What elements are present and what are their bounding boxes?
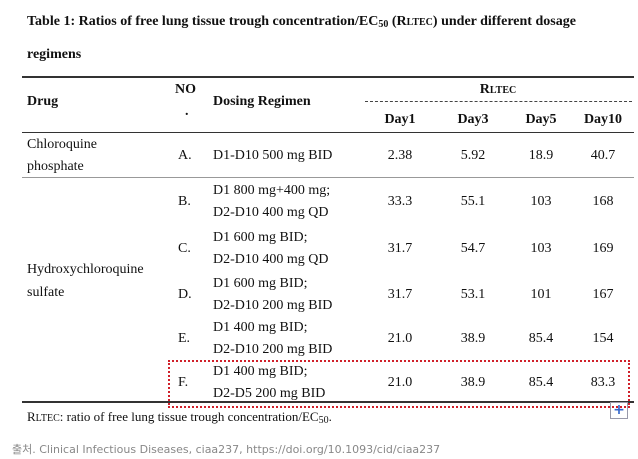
regimen-cell: D2-D10 400 mg QD xyxy=(213,252,329,267)
no-cell: A. xyxy=(178,148,192,163)
header-cell: Day10 xyxy=(583,112,623,127)
value-cell: 103 xyxy=(530,241,552,256)
header-cell: Dosing Regimen xyxy=(213,94,311,109)
value-cell: 31.7 xyxy=(387,241,413,256)
text-part: R xyxy=(27,409,36,424)
bottom-rule xyxy=(22,401,634,403)
value-cell: 21.0 xyxy=(387,375,413,390)
regimen-cell: D1-D10 500 mg BID xyxy=(213,148,333,163)
header-cell: Day5 xyxy=(525,112,557,127)
header-cell: Day3 xyxy=(457,112,489,127)
table-title: regimens xyxy=(27,47,82,62)
regimen-cell: D2-D10 200 mg BID xyxy=(213,298,333,313)
regimen-cell: D1 600 mg BID; xyxy=(213,276,308,291)
regimen-cell: D2-D10 200 mg BID xyxy=(213,342,333,357)
regimen-cell: D2-D10 400 mg QD xyxy=(213,205,329,220)
drug-cell: Hydroxychloroquine xyxy=(27,262,144,277)
text-part: R xyxy=(479,82,490,97)
value-cell: 31.7 xyxy=(387,287,413,302)
no-cell: F. xyxy=(178,375,189,390)
caption: 출처. Clinical Infectious Diseases, ciaa23… xyxy=(12,443,441,456)
value-cell: 54.7 xyxy=(460,241,486,256)
regimen-cell: D1 400 mg BID; xyxy=(213,320,308,335)
text-part: ) under different dosage xyxy=(432,14,576,29)
highlight-box xyxy=(168,360,630,408)
no-cell: B. xyxy=(178,194,191,209)
value-cell: 154 xyxy=(592,331,614,346)
value-cell: 169 xyxy=(592,241,614,256)
no-cell: C. xyxy=(178,241,191,256)
value-cell: 103 xyxy=(530,194,552,209)
text-part: 50 xyxy=(318,415,329,426)
drug-cell: phosphate xyxy=(27,159,84,174)
footnote: RLTEC: ratio of free lung tissue trough … xyxy=(27,409,332,429)
row-rule xyxy=(22,177,634,178)
no-cell: D. xyxy=(178,287,192,302)
value-cell: 101 xyxy=(530,287,552,302)
header-cell: RLTEC xyxy=(480,82,516,99)
value-cell: 83.3 xyxy=(590,375,616,390)
text-part: : ratio of free lung tissue trough conce… xyxy=(59,409,319,424)
no-cell: E. xyxy=(178,331,191,346)
value-cell: 21.0 xyxy=(387,331,413,346)
value-cell: 40.7 xyxy=(590,148,616,163)
expand-icon[interactable]: + xyxy=(610,402,628,419)
value-cell: 18.9 xyxy=(528,148,554,163)
regimen-cell: D1 800 mg+400 mg; xyxy=(213,183,331,198)
text-part: LTEC xyxy=(489,85,517,96)
value-cell: 168 xyxy=(592,194,614,209)
table-title: Table 1: Ratios of free lung tissue trou… xyxy=(27,14,576,33)
value-cell: 5.92 xyxy=(460,148,486,163)
text-part: (R xyxy=(388,14,407,29)
drug-cell: Chloroquine xyxy=(27,137,97,152)
header-rule xyxy=(22,132,634,133)
value-cell: 2.38 xyxy=(387,148,413,163)
top-rule xyxy=(22,76,634,78)
header-cell: Drug xyxy=(27,94,59,109)
header-cell: NO xyxy=(175,82,196,97)
value-cell: 167 xyxy=(592,287,614,302)
header-cell: Day1 xyxy=(384,112,416,127)
text-part: LTEC xyxy=(406,17,433,28)
text-part: LTEC xyxy=(35,413,60,424)
text-part: 50 xyxy=(378,19,389,30)
value-cell: 85.4 xyxy=(528,331,554,346)
regimen-cell: D2-D5 200 mg BID xyxy=(213,386,326,401)
drug-cell: sulfate xyxy=(27,285,65,300)
text-part: . xyxy=(328,409,332,424)
value-cell: 85.4 xyxy=(528,375,554,390)
text-part: Table 1: Ratios of free lung tissue trou… xyxy=(27,14,379,29)
group-rule xyxy=(365,101,632,102)
value-cell: 33.3 xyxy=(387,194,413,209)
value-cell: 55.1 xyxy=(460,194,486,209)
value-cell: 53.1 xyxy=(460,287,486,302)
header-cell: . xyxy=(185,104,189,119)
regimen-cell: D1 600 mg BID; xyxy=(213,230,308,245)
regimen-cell: D1 400 mg BID; xyxy=(213,364,308,379)
value-cell: 38.9 xyxy=(460,375,486,390)
value-cell: 38.9 xyxy=(460,331,486,346)
